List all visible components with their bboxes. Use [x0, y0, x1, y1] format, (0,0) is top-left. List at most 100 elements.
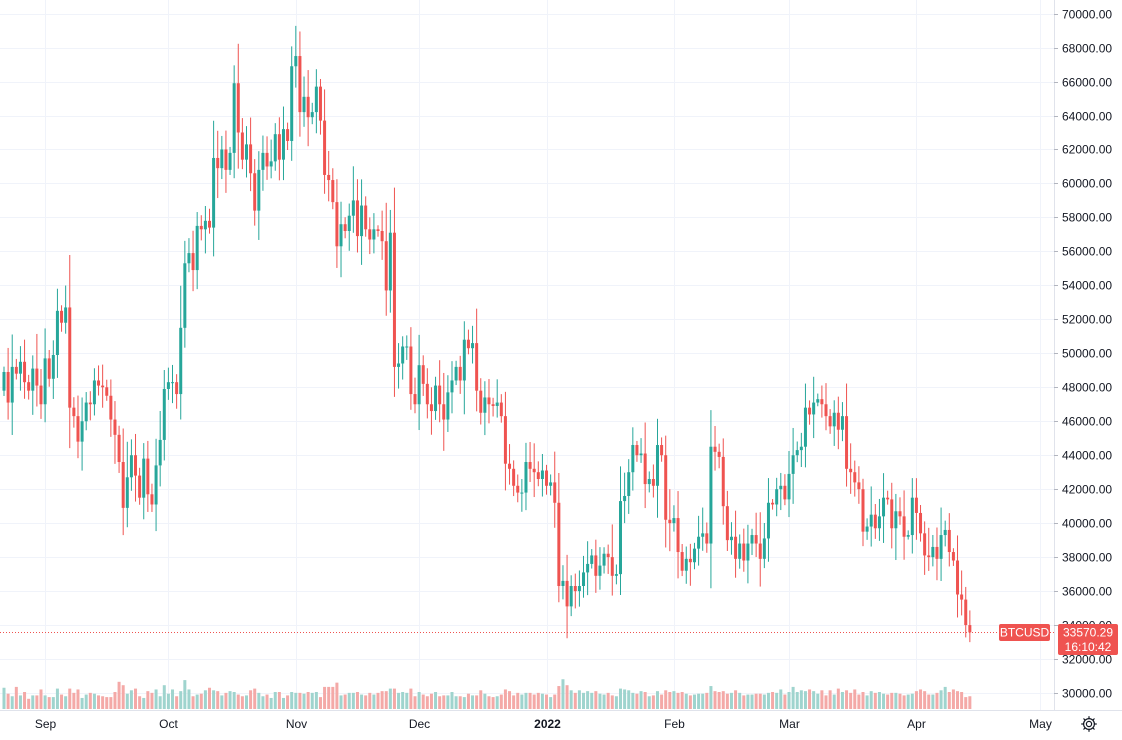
- candle-body: [323, 120, 327, 175]
- volume-bar: [60, 694, 64, 709]
- volume-bar: [906, 694, 910, 709]
- candle-body: [914, 497, 918, 513]
- volume-bar: [203, 690, 207, 709]
- candle-body: [771, 502, 775, 505]
- volume-bar: [228, 691, 232, 709]
- volume-bar: [857, 694, 861, 709]
- candle-body: [388, 232, 392, 291]
- volume-bar: [799, 690, 803, 709]
- candle-body: [754, 535, 758, 544]
- volume-bar: [865, 695, 869, 709]
- candle-body: [187, 253, 191, 264]
- candle-body: [479, 390, 483, 413]
- candle-body: [487, 397, 491, 405]
- volume-bar: [392, 688, 396, 709]
- volume-bar: [495, 696, 499, 709]
- candle-body: [783, 485, 787, 500]
- volume-bar: [310, 692, 314, 709]
- time-axis[interactable]: Sep Oct Nov Dec 2022 Feb Mar Apr May: [35, 717, 1052, 731]
- candle-body: [10, 366, 14, 403]
- volume-bar: [265, 694, 269, 709]
- candle-body: [824, 404, 828, 417]
- candle-body: [606, 553, 610, 558]
- candle-body: [882, 497, 886, 517]
- price-tick-label: 30000.00: [1062, 687, 1112, 701]
- candle-body: [351, 200, 355, 216]
- volume-bar: [154, 689, 158, 709]
- volume-bar: [573, 692, 577, 709]
- volume-bar: [919, 689, 923, 709]
- volume-bar: [372, 694, 376, 709]
- volume-bar: [651, 695, 655, 709]
- candlesticks: [2, 25, 972, 643]
- candle-body: [528, 462, 532, 469]
- volume-bar: [697, 693, 701, 709]
- symbol-badge-bg: [999, 624, 1050, 641]
- candle-body: [6, 371, 10, 403]
- price-tick-label: 40000.00: [1062, 517, 1112, 531]
- candle-body: [55, 310, 59, 355]
- volume-bar: [43, 695, 47, 709]
- price-axis[interactable]: 70000.00 68000.00 66000.00 64000.00 62000.00…: [1054, 8, 1112, 701]
- volume-bars: [2, 679, 972, 709]
- candle-body: [318, 86, 322, 121]
- candle-body: [910, 497, 914, 536]
- volume-bar: [956, 691, 960, 709]
- volume-bar: [179, 691, 183, 709]
- price-tick-label: 46000.00: [1062, 415, 1112, 429]
- candle-body: [803, 407, 807, 447]
- candle-body: [240, 132, 244, 160]
- volume-bar: [397, 692, 401, 709]
- candle-body: [76, 416, 80, 442]
- candle-body: [261, 152, 265, 170]
- candle-body: [121, 462, 125, 508]
- price-tick-label: 50000.00: [1062, 347, 1112, 361]
- volume-bar: [212, 690, 216, 709]
- candle-body: [643, 453, 647, 485]
- candle-body: [286, 129, 290, 141]
- candle-body: [232, 83, 236, 153]
- candle-body: [203, 220, 207, 230]
- candle-body: [380, 231, 384, 242]
- volume-bar: [676, 692, 680, 709]
- candle-body: [224, 149, 228, 170]
- candle-body: [27, 382, 31, 391]
- candle-body: [409, 346, 413, 395]
- candle-body: [791, 455, 795, 474]
- volume-bar: [598, 693, 602, 709]
- candle-body: [894, 511, 898, 529]
- volume-bar: [142, 697, 146, 709]
- volume-bar: [195, 694, 199, 709]
- candle-body: [265, 152, 269, 167]
- candle-body: [113, 419, 117, 435]
- candle-body: [471, 343, 475, 349]
- candle-body: [462, 339, 466, 381]
- volume-bar: [725, 693, 729, 709]
- candle-body: [31, 368, 35, 391]
- volume-bar: [72, 692, 76, 709]
- candle-body: [158, 439, 162, 466]
- volume-bar: [569, 690, 573, 709]
- volume-bar: [323, 686, 327, 709]
- candle-body: [306, 96, 310, 118]
- volume-bar: [898, 693, 902, 709]
- volume-bar: [869, 691, 873, 709]
- volume-bar: [742, 695, 746, 709]
- volume-bar: [754, 693, 758, 709]
- time-tick-label: May: [1029, 717, 1052, 731]
- volume-bar: [701, 693, 705, 709]
- volume-bar: [536, 692, 540, 709]
- candle-body: [495, 402, 499, 406]
- candle-body: [590, 555, 594, 564]
- settings-button[interactable]: [1079, 714, 1099, 734]
- volume-bar: [277, 692, 281, 709]
- volume-bar: [376, 692, 380, 709]
- candle-body: [14, 366, 18, 374]
- volume-bar: [88, 692, 92, 709]
- candle-body: [43, 358, 47, 405]
- volume-bar: [244, 695, 248, 709]
- volume-bar: [18, 695, 22, 709]
- volume-bar: [39, 689, 43, 709]
- volume-bar: [721, 691, 725, 709]
